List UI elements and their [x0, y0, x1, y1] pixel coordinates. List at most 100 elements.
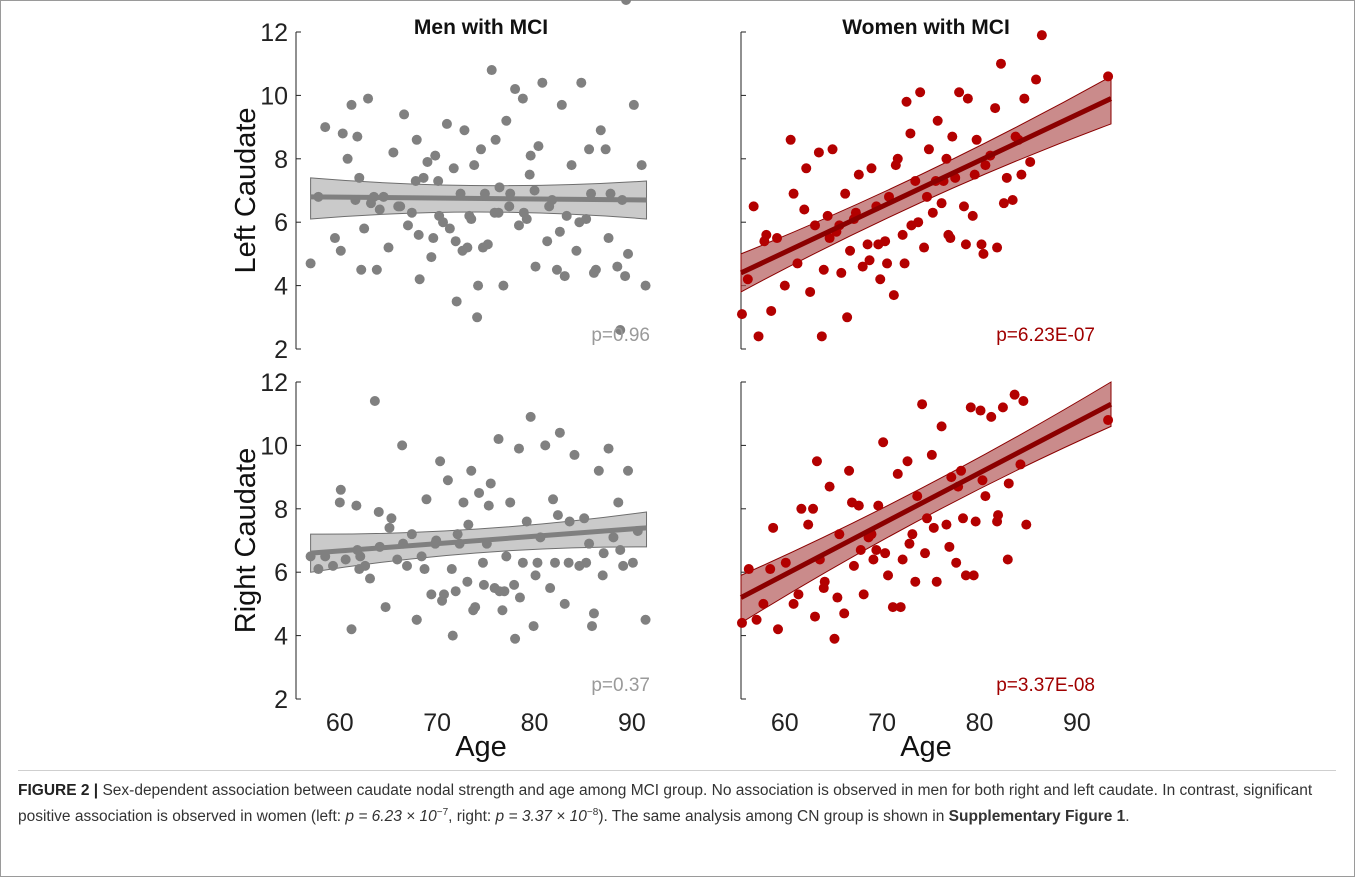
data-point [518, 207, 529, 218]
data-point [359, 223, 370, 234]
data-point [342, 153, 353, 164]
y-tick-label: 6 [274, 209, 288, 237]
data-point [818, 264, 829, 275]
data-point [927, 207, 938, 218]
data-point [824, 481, 835, 492]
data-point [780, 557, 791, 568]
data-point [864, 255, 875, 266]
data-point [426, 589, 437, 600]
data-point [965, 402, 976, 413]
data-point [976, 239, 987, 250]
data-point [962, 93, 973, 104]
data-point [457, 245, 468, 256]
data-point [494, 182, 505, 193]
data-point [975, 405, 986, 416]
data-point [473, 280, 484, 291]
data-point [374, 204, 385, 215]
data-point [799, 204, 810, 215]
data-point [419, 564, 430, 575]
data-point [844, 465, 855, 476]
data-point [620, 271, 631, 282]
y-axis-label: Right Caudate [230, 448, 262, 633]
data-point [736, 617, 747, 628]
data-point [980, 491, 991, 502]
data-point [832, 592, 843, 603]
data-point [1009, 389, 1020, 400]
data-point [845, 245, 856, 256]
supplementary-figure-link[interactable]: Supplementary Figure 1 [948, 808, 1126, 826]
data-point [581, 557, 592, 568]
data-point [544, 201, 555, 212]
x-tick-label: 60 [771, 709, 799, 737]
data-point [537, 77, 548, 88]
data-point [501, 115, 512, 126]
data-point [354, 564, 365, 575]
data-point [917, 399, 928, 410]
data-point [466, 465, 477, 476]
data-point [477, 242, 488, 253]
data-point [346, 99, 357, 110]
panel-top-left: 2 4 6 8 10 12 Men with MCI p=0.96 Left Caudate [230, 16, 651, 364]
data-point [1001, 172, 1012, 183]
regression-line [310, 194, 647, 203]
data-point [545, 583, 556, 594]
data-point [551, 264, 562, 275]
x-tick-label: 80 [966, 709, 994, 737]
data-point [435, 456, 446, 467]
data-point [887, 602, 898, 613]
data-point [796, 503, 807, 514]
data-point [493, 434, 504, 445]
data-point [588, 608, 599, 619]
data-point [528, 621, 539, 632]
data-point [373, 506, 384, 517]
data-point [621, 0, 632, 5]
data-point [926, 449, 937, 460]
data-point [913, 217, 924, 228]
data-point [485, 478, 496, 489]
data-point [919, 242, 930, 253]
y-tick-label: 4 [274, 623, 288, 651]
data-point [613, 497, 624, 508]
data-point [406, 529, 417, 540]
data-point [956, 465, 967, 476]
data-point [530, 261, 541, 272]
x-tick-label: 80 [521, 709, 549, 737]
caption-text-3: ). The same analysis among CN group is s… [598, 808, 949, 826]
data-point [880, 548, 891, 559]
y-tick-label: 4 [274, 273, 288, 301]
data-point [600, 144, 611, 155]
data-point [410, 175, 421, 186]
data-point [1003, 478, 1014, 489]
data-point [811, 456, 822, 467]
data-point [627, 557, 638, 568]
data-point [556, 99, 567, 110]
data-point [888, 290, 899, 301]
data-point [530, 570, 541, 581]
data-point [542, 236, 553, 247]
data-point [907, 529, 918, 540]
data-point [365, 573, 375, 584]
data-point [923, 144, 934, 155]
data-point [384, 522, 395, 533]
data-point [380, 602, 391, 613]
data-point [1010, 131, 1021, 142]
data-point [931, 576, 942, 587]
caption-p-left: p = 6.23 × 10 [345, 808, 437, 826]
y-tick-label: 10 [260, 82, 288, 110]
data-point [936, 421, 947, 432]
data-point [936, 198, 947, 209]
data-point [748, 201, 759, 212]
data-point [532, 557, 543, 568]
data-point [354, 172, 365, 183]
data-point [943, 229, 954, 240]
data-point [1103, 415, 1114, 426]
data-point [525, 150, 536, 161]
data-point [866, 163, 877, 174]
data-point [448, 163, 459, 174]
data-point [402, 220, 413, 231]
data-point [477, 557, 488, 568]
data-point [818, 583, 829, 594]
data-point [824, 233, 835, 244]
data-point [463, 519, 474, 530]
data-point [494, 586, 505, 597]
